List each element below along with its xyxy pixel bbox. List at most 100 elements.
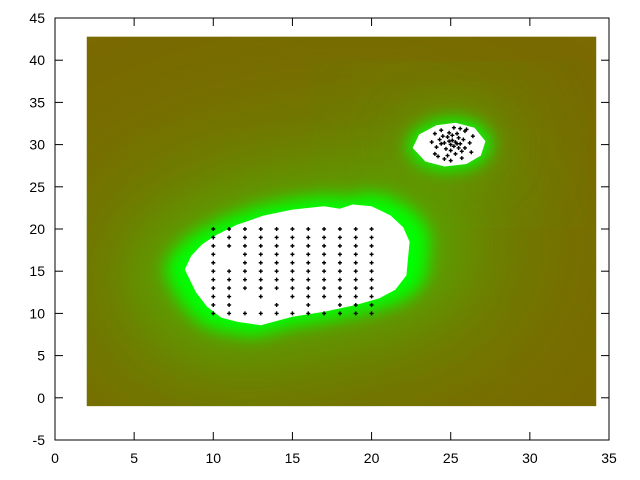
grid-point xyxy=(306,286,311,291)
grid-point xyxy=(353,235,358,240)
grid-point xyxy=(290,277,295,282)
y-tick-label: 0 xyxy=(37,390,45,406)
grid-point xyxy=(211,235,216,240)
grid-point xyxy=(242,235,247,240)
grid-point xyxy=(274,269,279,274)
grid-point xyxy=(258,260,263,265)
cluster-point xyxy=(448,158,453,163)
cluster-point xyxy=(448,142,453,147)
grid-point xyxy=(274,286,279,291)
grid-point xyxy=(258,252,263,257)
y-tick-label: 5 xyxy=(37,348,45,364)
grid-point xyxy=(322,235,327,240)
grid-point xyxy=(322,243,327,248)
grid-point xyxy=(227,294,232,299)
x-tick-label: 5 xyxy=(130,450,138,466)
grid-point xyxy=(306,252,311,257)
grid-point xyxy=(306,302,311,307)
grid-point xyxy=(306,311,311,316)
grid-point xyxy=(337,269,342,274)
grid-point xyxy=(337,311,342,316)
grid-point xyxy=(290,227,295,231)
y-tick-label: 25 xyxy=(29,179,45,195)
grid-point xyxy=(211,311,216,316)
grid-point xyxy=(227,277,232,282)
data-points xyxy=(211,125,475,316)
grid-point xyxy=(274,227,279,231)
cluster-point xyxy=(439,141,444,146)
grid-point xyxy=(369,243,374,248)
cluster-point xyxy=(442,156,447,161)
grid-point xyxy=(353,294,358,299)
grid-point xyxy=(306,235,311,240)
cluster-point xyxy=(459,149,464,154)
grid-point xyxy=(211,260,216,265)
cluster-point xyxy=(432,131,437,136)
grid-point xyxy=(242,243,247,248)
cluster-point xyxy=(450,133,455,138)
cluster-point xyxy=(448,148,453,153)
cluster-point xyxy=(447,130,452,135)
grid-point xyxy=(369,286,374,291)
grid-point xyxy=(322,277,327,282)
axes: 0 5 10 15 20 25 30 35 -5 0 5 10 15 20 25 30 35 40 45 xyxy=(29,10,617,466)
cluster-point xyxy=(458,126,463,131)
grid-point xyxy=(306,269,311,274)
grid-point xyxy=(274,252,279,257)
cluster-point xyxy=(451,125,456,130)
grid-point xyxy=(211,277,216,282)
grid-point xyxy=(258,243,263,248)
x-tick-label: 0 xyxy=(51,450,59,466)
cluster-point xyxy=(455,131,460,136)
grid-point xyxy=(258,277,263,282)
grid-point xyxy=(322,294,327,299)
y-tick-label: 30 xyxy=(29,137,45,153)
cutout-lower-cluster xyxy=(184,204,410,326)
y-tick-label: 45 xyxy=(29,10,45,26)
cluster-point xyxy=(456,135,461,140)
cluster-point xyxy=(462,145,467,150)
grid-point xyxy=(242,227,247,231)
grid-point xyxy=(322,252,327,257)
grid-point xyxy=(258,235,263,240)
grid-point xyxy=(211,252,216,257)
x-tick-label: 35 xyxy=(601,450,617,466)
grid-point xyxy=(337,277,342,282)
cluster-point xyxy=(459,156,464,161)
grid-point xyxy=(369,252,374,257)
y-tick-label: 35 xyxy=(29,94,45,110)
grid-point xyxy=(306,260,311,265)
grid-point xyxy=(211,302,216,307)
grid-point xyxy=(227,286,232,291)
cluster-point xyxy=(437,137,442,142)
grid-point xyxy=(258,311,263,316)
cluster-point xyxy=(445,135,450,140)
cluster-point xyxy=(455,141,460,146)
cluster-point xyxy=(450,138,455,143)
grid-point xyxy=(353,269,358,274)
grid-point xyxy=(322,269,327,274)
cluster-point xyxy=(447,139,452,144)
grid-point xyxy=(211,286,216,291)
cluster-point xyxy=(467,140,472,145)
x-tick-label: 20 xyxy=(364,450,380,466)
grid-point xyxy=(337,260,342,265)
grid-point xyxy=(369,302,374,307)
grid-point xyxy=(369,294,374,299)
y-tick-label: 15 xyxy=(29,263,45,279)
grid-point xyxy=(337,302,342,307)
grid-point xyxy=(274,235,279,240)
cluster-point xyxy=(434,145,439,150)
grid-point xyxy=(211,294,216,299)
grid-point xyxy=(369,311,374,316)
grid-point xyxy=(337,227,342,231)
cluster-point xyxy=(445,153,450,158)
grid-point xyxy=(274,243,279,248)
grid-point xyxy=(290,252,295,257)
grid-point xyxy=(337,235,342,240)
grid-point xyxy=(227,227,232,231)
grid-point xyxy=(242,286,247,291)
grid-point xyxy=(227,235,232,240)
grid-point xyxy=(306,294,311,299)
grid-point xyxy=(227,269,232,274)
